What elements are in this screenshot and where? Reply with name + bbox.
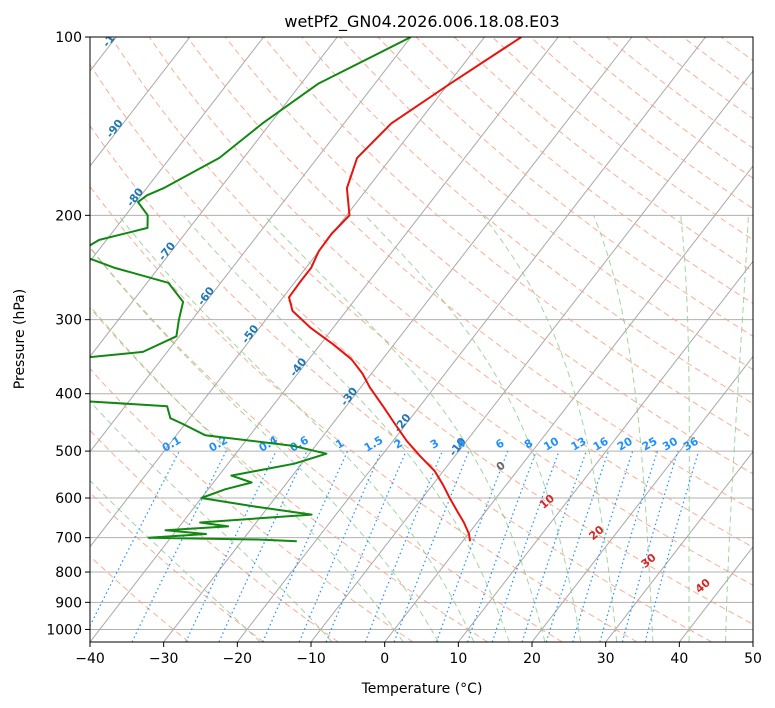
dry-adiabat bbox=[90, 124, 712, 642]
dry-adiabat bbox=[186, 37, 753, 511]
isotherm bbox=[384, 165, 753, 642]
dry-adiabat bbox=[90, 368, 414, 642]
isotherm bbox=[90, 37, 264, 263]
plot-area: -100-90-80-70-60-50-40-30-20-100.10.20.4… bbox=[90, 37, 753, 642]
plot-frame bbox=[89, 36, 754, 643]
mixing-ratio-line bbox=[185, 450, 277, 642]
x-tick-label: −10 bbox=[296, 651, 326, 667]
isotherm bbox=[457, 260, 753, 642]
isotherm bbox=[236, 37, 706, 642]
y-axis-label: Pressure (hPa) bbox=[12, 289, 28, 389]
mixing-ratio-line bbox=[599, 450, 658, 642]
x-axis-label: Temperature (°C) bbox=[361, 681, 483, 697]
x-tick-label: 0 bbox=[380, 651, 389, 667]
y-tick-label: 600 bbox=[55, 491, 82, 507]
x-tick-label: 30 bbox=[597, 651, 615, 667]
isotherm bbox=[90, 37, 338, 358]
mixing-ratio-line bbox=[218, 450, 308, 642]
y-tick-label: 900 bbox=[55, 595, 82, 611]
dewpoint-profile-line bbox=[90, 37, 412, 543]
x-tick-label: −20 bbox=[223, 651, 253, 667]
y-tick-label: 1000 bbox=[46, 622, 82, 638]
y-axis-ticks: 100 200 300 400 500 600 700 800 900 1000 bbox=[46, 30, 90, 638]
dry-adiabat bbox=[90, 306, 488, 642]
dry-adiabat bbox=[90, 246, 563, 642]
mixing-ratio-line bbox=[572, 450, 634, 642]
chart-title: wetPf2_GN04.2026.006.18.08.E03 bbox=[284, 12, 559, 32]
moist-adiabat bbox=[90, 400, 333, 642]
mixing-ratio-line bbox=[393, 450, 470, 642]
moist-adiabat bbox=[90, 479, 261, 642]
moist-adiabat bbox=[263, 214, 546, 642]
isotherm bbox=[90, 37, 191, 167]
mixing-ratio-line bbox=[364, 450, 443, 642]
isotherm bbox=[90, 37, 559, 642]
x-axis-ticks: −40 −30 −20 −10 0 10 20 30 40 50 bbox=[75, 642, 762, 667]
dry-adiabat bbox=[377, 37, 753, 337]
x-tick-label: 50 bbox=[744, 651, 762, 667]
dry-adiabat bbox=[415, 37, 753, 305]
y-tick-label: 200 bbox=[55, 208, 82, 224]
dry-adiabat bbox=[90, 555, 190, 642]
profile-series bbox=[90, 37, 522, 543]
isotherms bbox=[90, 37, 753, 642]
isotherm bbox=[90, 37, 485, 548]
dry-adiabat bbox=[90, 63, 753, 625]
mixing-ratio-line bbox=[131, 450, 227, 642]
x-tick-label: −30 bbox=[149, 651, 179, 667]
mixing-ratio-lines bbox=[90, 450, 700, 642]
moist-adiabat bbox=[90, 246, 439, 642]
y-tick-label: 400 bbox=[55, 387, 82, 403]
moist-adiabat bbox=[182, 214, 510, 642]
pressure-gridlines bbox=[90, 37, 753, 630]
y-tick-label: 800 bbox=[55, 565, 82, 581]
y-tick-label: 500 bbox=[55, 444, 82, 460]
isotherm bbox=[163, 37, 633, 642]
x-tick-label: 10 bbox=[449, 651, 467, 667]
moist-adiabat bbox=[118, 214, 475, 642]
y-tick-label: 100 bbox=[55, 30, 82, 46]
mixing-ratio-line bbox=[545, 450, 610, 642]
y-tick-label: 700 bbox=[55, 531, 82, 547]
temperature-profile-line bbox=[288, 37, 522, 542]
mixing-ratio-line bbox=[621, 450, 679, 642]
mixing-ratio-line bbox=[644, 450, 700, 642]
moist-adiabats bbox=[90, 214, 749, 642]
moist-adiabat bbox=[725, 215, 749, 642]
isotherm bbox=[605, 450, 753, 642]
x-tick-label: 40 bbox=[670, 651, 688, 667]
dry-adiabat bbox=[339, 37, 753, 371]
moist-adiabat bbox=[482, 214, 618, 642]
x-tick-label: −40 bbox=[75, 651, 105, 667]
x-tick-label: 20 bbox=[523, 651, 541, 667]
dry-adiabat bbox=[148, 37, 753, 548]
dry-adiabat bbox=[90, 185, 638, 642]
mixing-ratio-line bbox=[521, 450, 587, 642]
dry-adiabat bbox=[110, 37, 753, 586]
isotherm bbox=[90, 37, 412, 453]
isotherm bbox=[531, 355, 753, 642]
y-tick-label: 300 bbox=[55, 313, 82, 329]
moist-adiabat bbox=[593, 215, 654, 642]
moist-adiabat bbox=[680, 215, 690, 642]
